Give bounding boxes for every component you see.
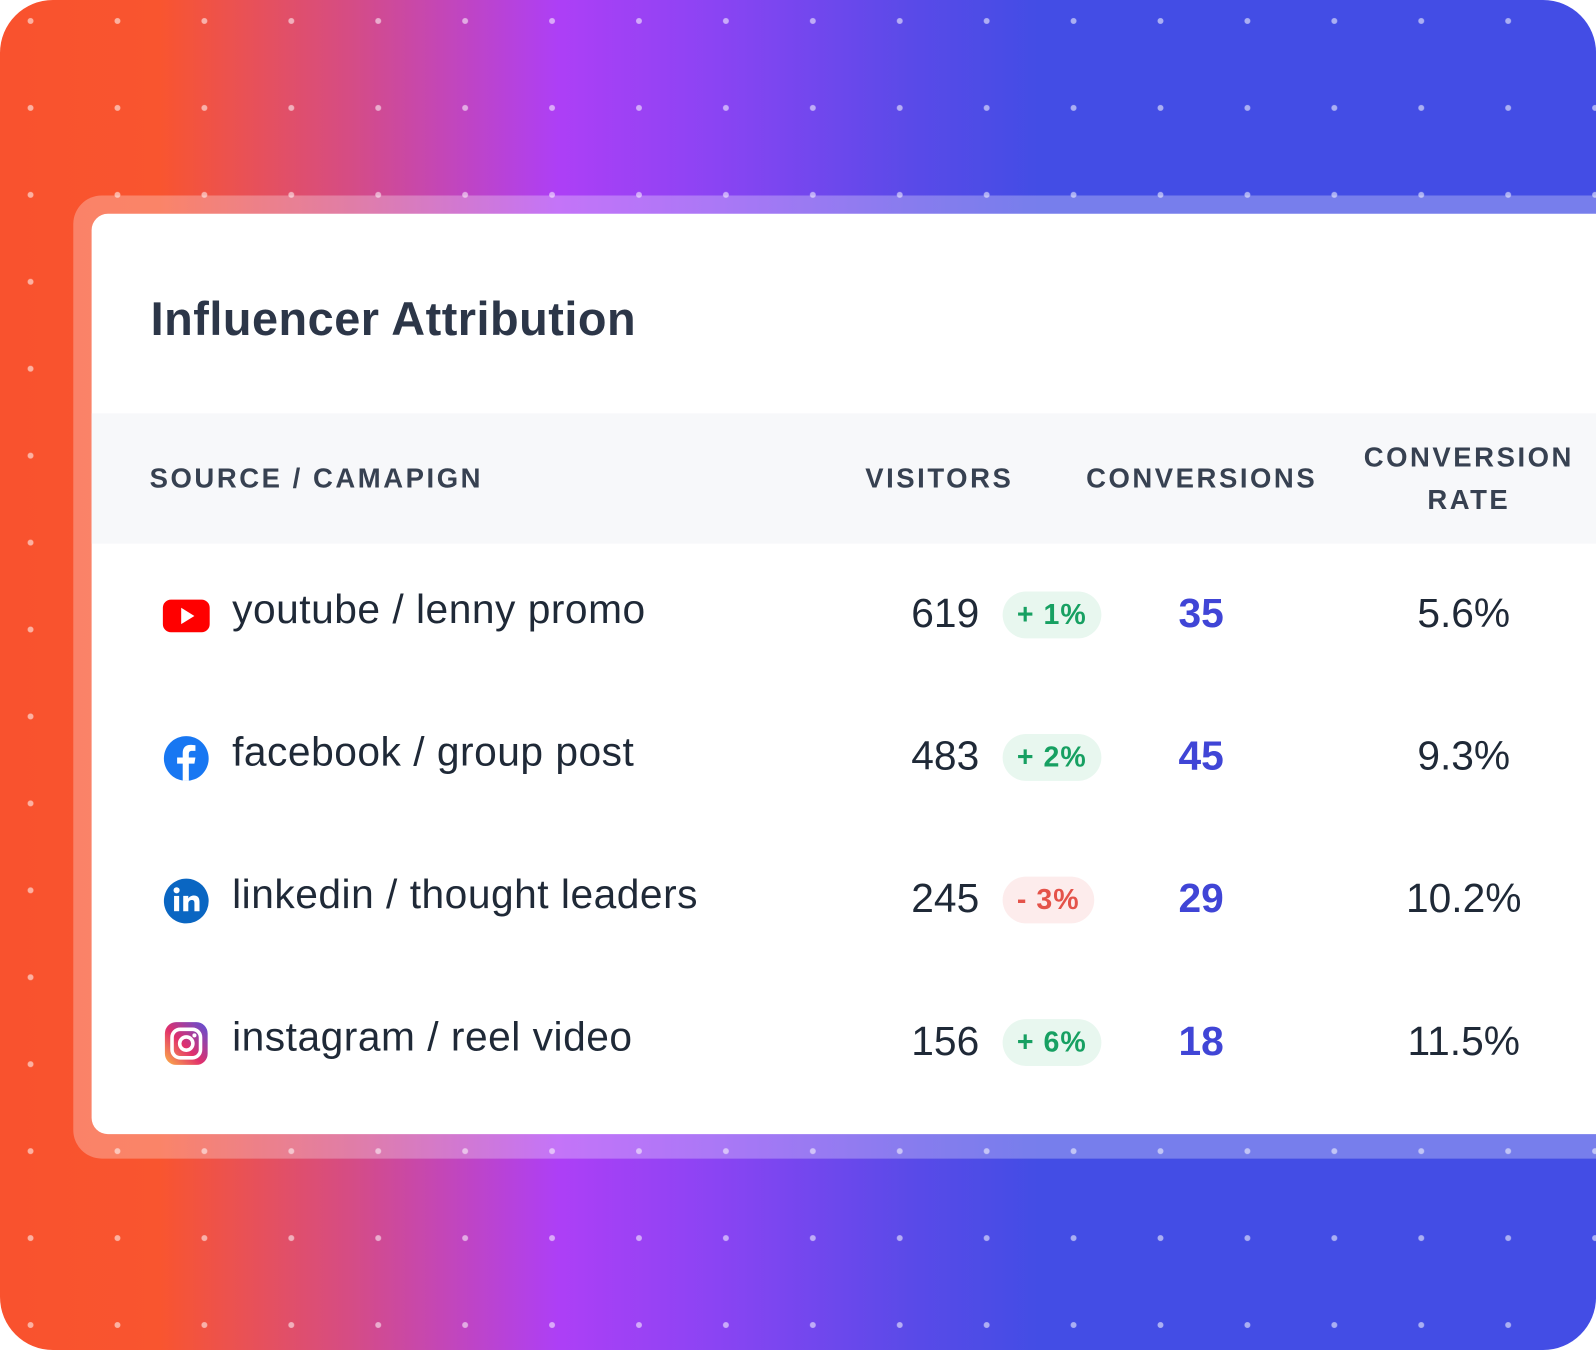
instagram-icon xyxy=(164,1022,208,1065)
conversions: 18 xyxy=(1178,1019,1224,1064)
column-header: CONVERSION RATE xyxy=(1363,441,1574,516)
linkedin-icon xyxy=(163,878,209,924)
facebook-icon xyxy=(163,736,209,781)
visitors: 619 xyxy=(911,591,980,637)
change-badge: - 3% xyxy=(1002,876,1094,924)
change-badge: + 1% xyxy=(1002,591,1101,639)
column-header: CONVERSIONS xyxy=(1086,463,1318,494)
conversions: 29 xyxy=(1178,876,1224,922)
change-badge: + 2% xyxy=(1002,734,1101,781)
table-row[interactable]: linkedin / thought leaders 245 - 3% 29 1… xyxy=(92,850,1596,952)
source: instagram / reel video xyxy=(232,1015,633,1060)
visitors: 156 xyxy=(911,1019,980,1064)
conversion-rate: 5.6% xyxy=(1417,591,1511,637)
conversions: 35 xyxy=(1178,591,1224,637)
source: youtube / lenny promo xyxy=(232,587,646,633)
change-badge: + 6% xyxy=(1002,1019,1101,1066)
conversion-rate: 11.5% xyxy=(1407,1019,1520,1064)
source: facebook / group post xyxy=(232,729,635,775)
conversion-rate: 10.2% xyxy=(1406,876,1522,922)
conversion-rate: 9.3% xyxy=(1417,734,1511,779)
table-row[interactable]: youtube / lenny promo 619 + 1% 35 5.6% xyxy=(92,565,1596,667)
table-row[interactable]: facebook / group post 483 + 2% 45 9.3% xyxy=(92,708,1596,810)
visitors: 483 xyxy=(911,734,980,779)
column-header: VISITORS xyxy=(865,463,1014,494)
visitors: 245 xyxy=(911,876,980,922)
table-header: SOURCE / CAMAPIGN VISITORS CONVERSIONS C… xyxy=(91,413,1596,544)
source: linkedin / thought leaders xyxy=(232,872,699,918)
table-row[interactable]: instagram / reel video 156 + 6% 18 11.5% xyxy=(92,993,1596,1095)
card: Influencer Attribution SOURCE / CAMAPIGN… xyxy=(91,213,1596,1135)
youtube-icon xyxy=(162,599,210,633)
card-title: Influencer Attribution xyxy=(150,292,637,346)
column-header: SOURCE / CAMAPIGN xyxy=(149,463,484,494)
conversions: 45 xyxy=(1178,734,1224,779)
